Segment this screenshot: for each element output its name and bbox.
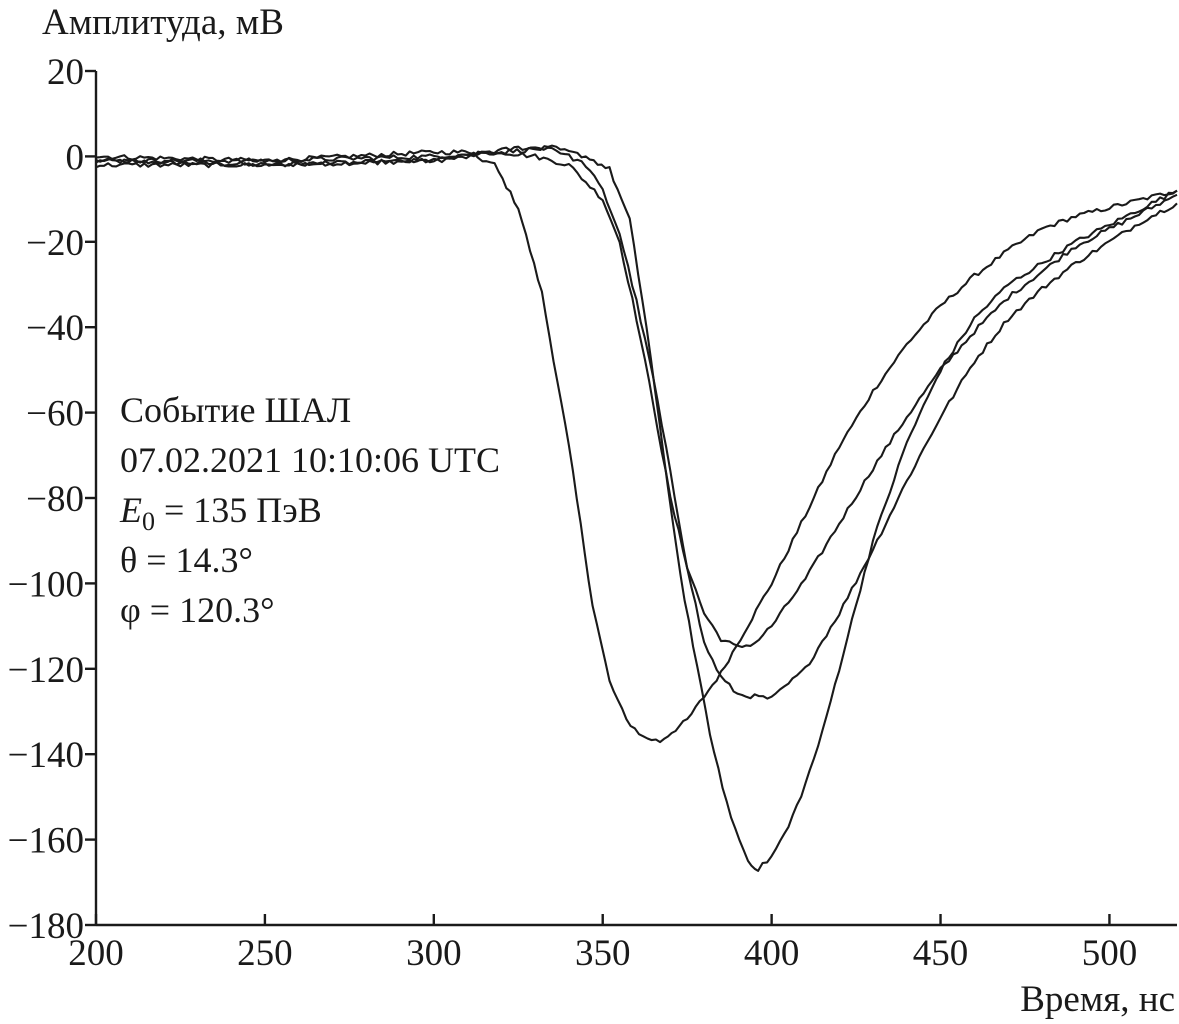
event-annotation: Событие ШАЛ 07.02.2021 10:10:06 UTC E0 =… [119,390,500,630]
signal-trace-4 [95,144,1178,872]
y-tick-label: −160 [8,821,84,862]
x-axis-title: Время, нс [1020,979,1175,1020]
signal-trace-3 [95,145,1178,700]
y-tick-label: −100 [8,564,84,605]
annotation-event-title: Событие ШАЛ [120,390,351,430]
y-tick-label: −80 [26,479,84,520]
y-ticks: 20 0 −20 −40 −60 −80 −100 −120 −140 −160 −180 [8,52,96,947]
x-tick-label: 250 [237,933,293,974]
annotation-datetime: 07.02.2021 10:10:06 UTC [120,440,500,480]
energy-value: = 135 ПэВ [155,490,322,530]
x-tick-label: 450 [913,933,969,974]
x-tick-label: 500 [1082,933,1138,974]
x-tick-label: 400 [744,933,800,974]
annotation-energy: E0 = 135 ПэВ [119,490,322,536]
y-axis-title: Амплитуда, мВ [42,2,284,43]
energy-subscript: 0 [142,507,155,536]
y-tick-label: −60 [26,394,84,435]
y-tick-label: −140 [8,735,84,776]
annotation-theta: θ = 14.3° [120,540,253,580]
y-tick-label: −120 [8,650,84,691]
y-tick-label: 0 [66,137,85,178]
y-tick-label: 20 [47,52,84,93]
y-tick-label: −40 [26,308,84,349]
x-ticks: 200 250 300 350 400 450 500 [68,914,1137,974]
y-tick-label: −20 [26,223,84,264]
x-tick-label: 300 [406,933,462,974]
x-tick-label: 200 [68,933,124,974]
series-group [95,144,1178,872]
energy-symbol: E [119,490,142,530]
y-tick-label: −180 [8,906,84,947]
x-tick-label: 350 [575,933,631,974]
annotation-phi: φ = 120.3° [120,590,274,630]
